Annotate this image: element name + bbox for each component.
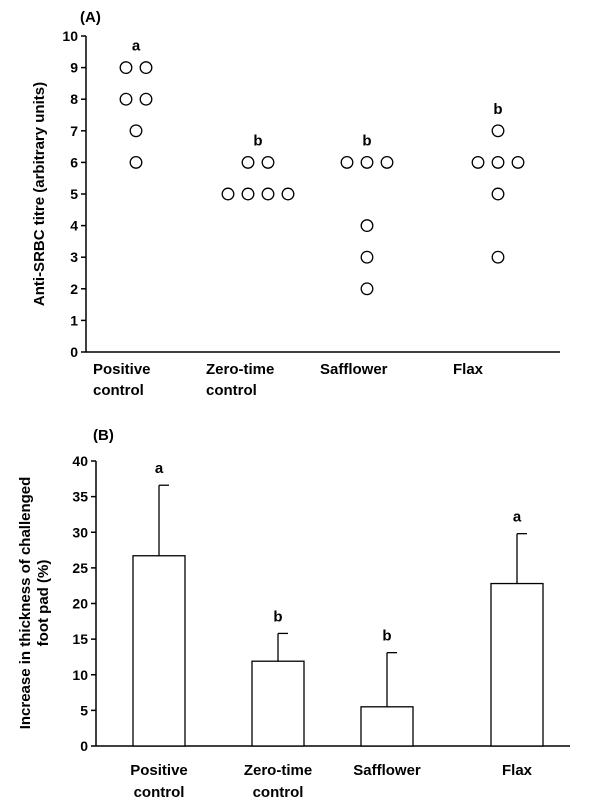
panel-a-data-point [119, 92, 133, 106]
panel-a-y-tick-label: 5 [70, 186, 78, 202]
panel-b-bar [132, 555, 186, 747]
panel-a-category-label: control [206, 382, 257, 399]
panel-b-y-tick-label: 15 [72, 631, 88, 647]
panel-a-y-tick-label: 1 [70, 312, 78, 328]
panel-a-data-point [491, 187, 505, 201]
panel-a-y-tick-label: 0 [70, 344, 78, 360]
panel-a-data-point [281, 187, 295, 201]
panel-a-data-point [261, 187, 275, 201]
panel-a-data-point [129, 155, 143, 169]
panel-b-y-tick-label: 10 [72, 667, 88, 683]
panel-b-category-label: Safflower [353, 762, 421, 779]
panel-a-data-point [491, 155, 505, 169]
panel-b-category-label: Zero-time [244, 762, 312, 779]
panel-a-category-label: Safflower [320, 361, 388, 378]
panel-b-label: (B) [93, 427, 114, 444]
panel-b-y-axis-title-line-2: foot pad (%) [35, 560, 52, 647]
panel-b-y-axis-title-line-1: Increase in thickness of challenged [17, 477, 34, 730]
panel-a-significance-letter: b [253, 132, 262, 149]
panel-a-data-point [511, 155, 525, 169]
panel-b-bar-chart: (B) Increase in thickness of challenged … [17, 427, 570, 801]
panel-b-category-label: control [253, 784, 304, 801]
panel-b-category-label: Positive [130, 762, 188, 779]
panel-a-category-label: Flax [453, 361, 484, 378]
panel-a-data-point [241, 155, 255, 169]
panel-b-significance-letter: b [273, 608, 282, 625]
panel-a-significance-letter: a [132, 38, 141, 55]
panel-a-category-label: Zero-time [206, 361, 274, 378]
panel-b-bar [251, 660, 305, 747]
panel-a-y-tick-label: 8 [70, 91, 78, 107]
panel-b-category-label: Flax [502, 762, 533, 779]
panel-a-data-point [491, 250, 505, 264]
panel-a-data-point [119, 61, 133, 75]
panel-b-y-tick-label: 20 [72, 596, 88, 612]
panel-b-significance-letter: b [382, 628, 391, 645]
panel-a-category-label: Positive [93, 361, 151, 378]
panel-a-data-point [221, 187, 235, 201]
panel-a-data-point [360, 250, 374, 264]
panel-a-data-point [241, 187, 255, 201]
panel-b-y-tick-label: 0 [80, 738, 88, 754]
panel-b-significance-letter: a [155, 460, 164, 477]
panel-b-y-tick-label: 5 [80, 702, 88, 718]
panel-a-y-tick-label: 4 [70, 218, 78, 234]
panel-b-y-tick-label: 35 [72, 489, 88, 505]
panel-a-data-point [380, 155, 394, 169]
panel-a-data-point [261, 155, 275, 169]
panel-a-data-point [491, 124, 505, 138]
panel-a-data-point [360, 219, 374, 233]
panel-b-y-tick-label: 25 [72, 560, 88, 576]
panel-a-y-tick-label: 3 [70, 249, 78, 265]
panel-a-data-point [129, 124, 143, 138]
panel-a-data-point [360, 155, 374, 169]
panel-a-y-tick-label: 9 [70, 60, 78, 76]
panel-a-data-point [139, 92, 153, 106]
panel-a-y-tick-label: 7 [70, 123, 78, 139]
panel-a-data-point [139, 61, 153, 75]
panel-b-y-tick-label: 30 [72, 524, 88, 540]
panel-a-y-tick-label: 2 [70, 281, 78, 297]
panel-a-y-tick-label: 10 [62, 28, 78, 44]
panel-a-data-point [471, 155, 485, 169]
panel-a-dot-plot: (A) Anti-SRBC titre (arbitrary units) 0 1… [31, 9, 560, 399]
panel-a-label: (A) [80, 9, 101, 26]
panel-b-y-tick-label: 40 [72, 453, 88, 469]
panel-a-significance-letter: b [493, 101, 502, 118]
panel-a-category-label: control [93, 382, 144, 399]
panel-b-bar [490, 582, 544, 747]
panel-a-data-point [360, 282, 374, 296]
panel-a-significance-letter: b [362, 132, 371, 149]
panel-b-category-label: control [134, 784, 185, 801]
panel-a-y-tick-label: 6 [70, 154, 78, 170]
panel-b-significance-letter: a [513, 509, 522, 526]
panel-b-bar [360, 706, 414, 747]
panel-a-data-point [340, 155, 354, 169]
panel-a-y-axis-title: Anti-SRBC titre (arbitrary units) [31, 82, 48, 306]
